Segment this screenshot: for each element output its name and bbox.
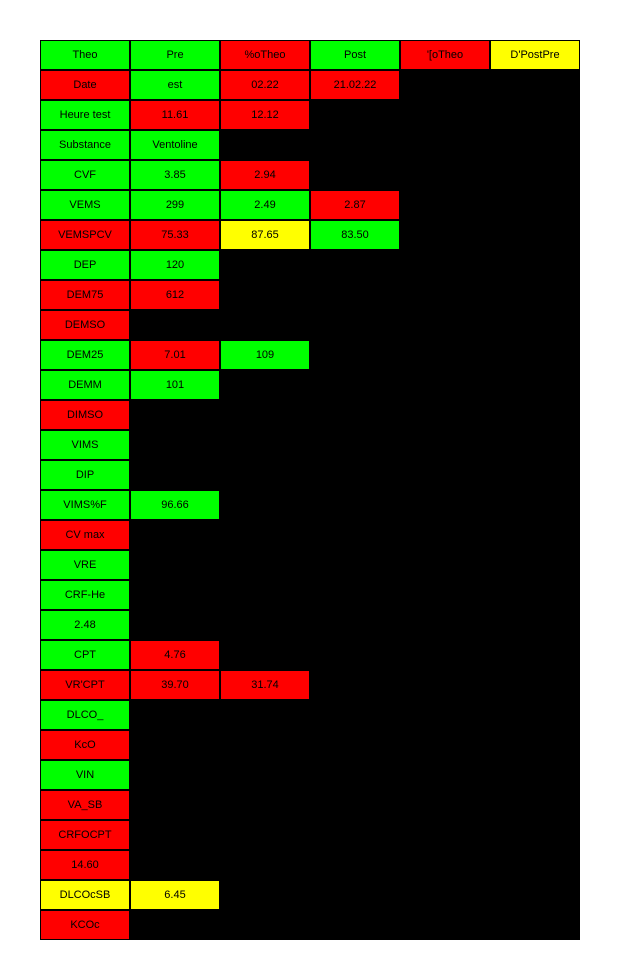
row-label-cell: VEMSPCV [40,220,130,250]
row-label-cell: DEM75 [40,280,130,310]
table-cell: 96.66 [130,490,220,520]
row-label-cell: VA_SB [40,790,130,820]
table-cell: 75.33 [130,220,220,250]
row-label-cell: VIMS [40,430,130,460]
row-label-cell: DEP [40,250,130,280]
row-label-cell: DEM25 [40,340,130,370]
row-label-cell: VIN [40,760,130,790]
row-label-cell: Date [40,70,130,100]
header-cell: %oTheo [220,40,310,70]
table-cell: 11.61 [130,100,220,130]
table-cell: 83.50 [310,220,400,250]
row-label-cell: Substance [40,130,130,160]
table-cell: 3.85 [130,160,220,190]
row-label-cell: VR'CPT [40,670,130,700]
table-cell: 109 [220,340,310,370]
table-cell: est [130,70,220,100]
row-label-cell: KCOc [40,910,130,940]
row-label-cell: CRFOCPT [40,820,130,850]
table-cell: 120 [130,250,220,280]
table-cell: 21.02.22 [310,70,400,100]
row-label-cell: KcO [40,730,130,760]
header-cell: Theo [40,40,130,70]
row-label-cell: DIP [40,460,130,490]
row-label-cell: CVF [40,160,130,190]
table-cell: 39.70 [130,670,220,700]
table-cell: 87.65 [220,220,310,250]
row-label-cell: CPT [40,640,130,670]
table-cell: 612 [130,280,220,310]
table-cell: 31.74 [220,670,310,700]
table-cell: 02.22 [220,70,310,100]
row-label-cell: CRF-He [40,580,130,610]
row-label-cell: DLCOcSB [40,880,130,910]
row-label-cell: DIMSO [40,400,130,430]
table-cell: 6.45 [130,880,220,910]
table-cell: 7.01 [130,340,220,370]
row-label-cell: 14.60 [40,850,130,880]
row-label-cell: DEMSO [40,310,130,340]
table-cell: 12.12 [220,100,310,130]
row-label-cell: VEMS [40,190,130,220]
row-label-cell: Heure test [40,100,130,130]
row-label-cell: DEMM [40,370,130,400]
row-label-cell: CV max [40,520,130,550]
header-cell: Post [310,40,400,70]
table-cell: 2.87 [310,190,400,220]
row-label-cell: VIMS%F [40,490,130,520]
table-cell: 101 [130,370,220,400]
data-table: Theo Pre %oTheo Post '[oTheo D'PostPre Date est… [40,40,580,940]
row-label-cell: VRE [40,550,130,580]
table-cell: 299 [130,190,220,220]
table-cell: Ventoline [130,130,220,160]
header-cell: Pre [130,40,220,70]
table-cell: 4.76 [130,640,220,670]
row-label-cell: DLCO_ [40,700,130,730]
row-label-cell: 2.48 [40,610,130,640]
header-cell: D'PostPre [490,40,580,70]
header-cell: '[oTheo [400,40,490,70]
table-cell: 2.94 [220,160,310,190]
table-cell: 2.49 [220,190,310,220]
